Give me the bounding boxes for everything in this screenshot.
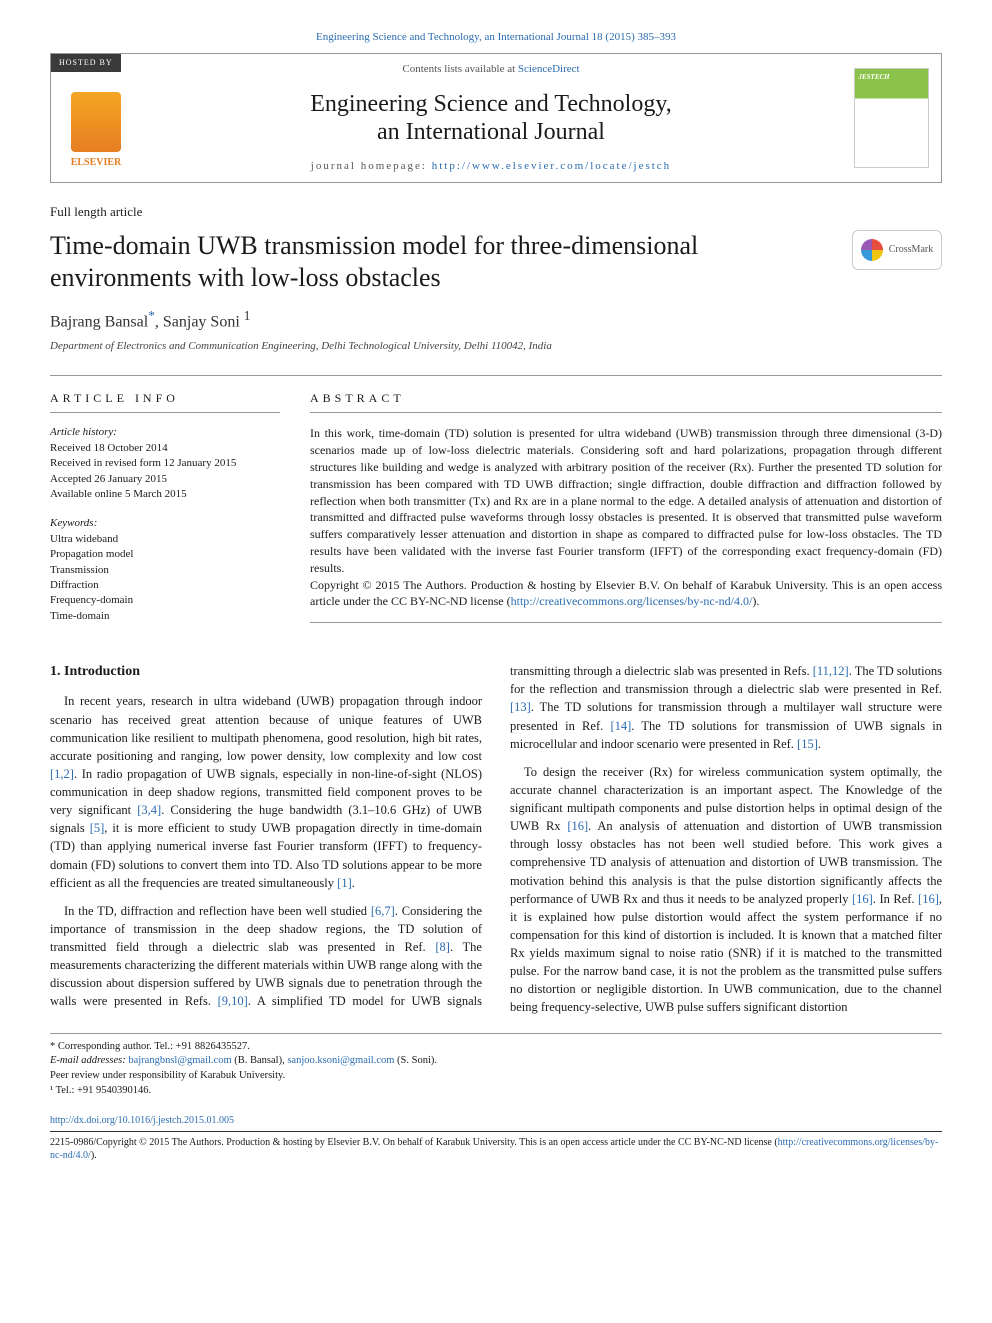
corresponding-author: * Corresponding author. Tel.: +91 882643… xyxy=(50,1040,942,1055)
history-received: Received 18 October 2014 xyxy=(50,441,280,456)
ref-link[interactable]: [13] xyxy=(510,700,531,714)
keywords-label: Keywords: xyxy=(50,516,280,531)
author-1: Bajrang Bansal xyxy=(50,313,148,330)
ref-link[interactable]: [16] xyxy=(852,892,873,906)
issn-text: 2215-0986/Copyright © 2015 The Authors. … xyxy=(50,1137,778,1148)
email-addresses: E-mail addresses: bajrangbnsl@gmail.com … xyxy=(50,1054,942,1069)
ref-link[interactable]: [11,12] xyxy=(813,664,849,678)
abstract-heading: ABSTRACT xyxy=(310,390,942,414)
issn-close: ). xyxy=(91,1150,97,1161)
keyword-item: Ultra wideband xyxy=(50,532,280,547)
body-text: . xyxy=(352,876,355,890)
affiliation: Department of Electronics and Communicat… xyxy=(50,339,942,354)
body-para: In recent years, research in ultra wideb… xyxy=(50,692,482,891)
issn-copyright-line: 2215-0986/Copyright © 2015 The Authors. … xyxy=(50,1136,942,1162)
email-link[interactable]: sanjoo.ksoni@gmail.com xyxy=(287,1055,394,1066)
body-para: To design the receiver (Rx) for wireless… xyxy=(510,763,942,1017)
footer-rule xyxy=(50,1131,942,1132)
footnotes: * Corresponding author. Tel.: +91 882643… xyxy=(50,1033,942,1099)
publisher-logo-block: HOSTED BY ELSEVIER xyxy=(51,54,141,182)
crossmark-icon xyxy=(861,239,883,261)
email-link[interactable]: bajrangbnsl@gmail.com xyxy=(128,1055,231,1066)
contents-prefix: Contents lists available at xyxy=(402,63,517,75)
body-text: , it is explained how pulse distortion w… xyxy=(510,892,942,1015)
journal-title-line2: an International Journal xyxy=(377,119,605,145)
contents-available-line: Contents lists available at ScienceDirec… xyxy=(151,62,831,77)
author-2: Sanjay Soni xyxy=(163,313,244,330)
author-2-mark: 1 xyxy=(244,308,251,323)
ref-link[interactable]: [3,4] xyxy=(137,803,161,817)
article-history: Article history: Received 18 October 201… xyxy=(50,425,280,502)
journal-citation-link[interactable]: Engineering Science and Technology, an I… xyxy=(50,30,942,45)
ref-link[interactable]: [8] xyxy=(435,940,450,954)
journal-title: Engineering Science and Technology, an I… xyxy=(151,90,831,148)
body-text: . xyxy=(818,737,821,751)
email-label: E-mail addresses: xyxy=(50,1055,128,1066)
author-1-corr-mark: * xyxy=(148,308,155,323)
ref-link[interactable]: [16] xyxy=(567,819,588,833)
license-link[interactable]: http://creativecommons.org/licenses/by-n… xyxy=(511,594,753,608)
body-text: , it is more efficient to study UWB prop… xyxy=(50,821,482,889)
journal-title-line1: Engineering Science and Technology, xyxy=(310,91,672,117)
hosted-by-badge: HOSTED BY xyxy=(51,54,121,71)
article-info-heading: ARTICLE INFO xyxy=(50,390,280,414)
doi-link[interactable]: http://dx.doi.org/10.1016/j.jestch.2015.… xyxy=(50,1115,234,1126)
peer-review-note: Peer review under responsibility of Kara… xyxy=(50,1069,942,1084)
keyword-item: Frequency-domain xyxy=(50,593,280,608)
keyword-item: Diffraction xyxy=(50,578,280,593)
history-online: Available online 5 March 2015 xyxy=(50,487,280,502)
history-revised: Received in revised form 12 January 2015 xyxy=(50,456,280,471)
ref-link[interactable]: [6,7] xyxy=(371,904,395,918)
body-text: In the TD, diffraction and reflection ha… xyxy=(64,904,371,918)
article-title: Time-domain UWB transmission model for t… xyxy=(50,230,832,295)
abstract-body: In this work, time-domain (TD) solution … xyxy=(310,426,942,574)
history-accepted: Accepted 26 January 2015 xyxy=(50,472,280,487)
cover-thumbnail-block xyxy=(841,54,941,182)
keywords-block: Keywords: Ultra wideband Propagation mod… xyxy=(50,516,280,624)
author-tel: ¹ Tel.: +91 9540390146. xyxy=(50,1084,942,1099)
abstract-copyright-close: ). xyxy=(752,594,759,608)
abstract-column: ABSTRACT In this work, time-domain (TD) … xyxy=(310,390,942,638)
ref-link[interactable]: [9,10] xyxy=(218,994,248,1008)
body-text: . In Ref. xyxy=(873,892,918,906)
authors-line: Bajrang Bansal*, Sanjay Soni 1 xyxy=(50,307,942,334)
homepage-prefix: journal homepage: xyxy=(311,160,432,172)
email-who: (B. Bansal), xyxy=(232,1055,288,1066)
keyword-item: Propagation model xyxy=(50,547,280,562)
article-body: 1. Introduction In recent years, researc… xyxy=(50,662,942,1018)
ref-link[interactable]: [16] xyxy=(918,892,939,906)
journal-header: HOSTED BY ELSEVIER Contents lists availa… xyxy=(50,53,942,183)
ref-link[interactable]: [5] xyxy=(90,821,105,835)
publisher-label: ELSEVIER xyxy=(71,156,122,170)
elsevier-tree-icon xyxy=(71,92,121,152)
article-info-column: ARTICLE INFO Article history: Received 1… xyxy=(50,390,280,638)
crossmark-label: CrossMark xyxy=(889,243,933,257)
crossmark-button[interactable]: CrossMark xyxy=(852,230,942,270)
article-type: Full length article xyxy=(50,203,942,221)
abstract-text: In this work, time-domain (TD) solution … xyxy=(310,425,942,623)
keyword-item: Transmission xyxy=(50,563,280,578)
journal-cover-thumbnail xyxy=(854,68,929,168)
intro-heading: 1. Introduction xyxy=(50,662,482,682)
page-footer: http://dx.doi.org/10.1016/j.jestch.2015.… xyxy=(50,1114,942,1162)
homepage-link[interactable]: http://www.elsevier.com/locate/jestch xyxy=(432,160,671,172)
ref-link[interactable]: [1,2] xyxy=(50,767,74,781)
ref-link[interactable]: [14] xyxy=(610,719,631,733)
body-text: In recent years, research in ultra wideb… xyxy=(50,694,482,762)
keyword-item: Time-domain xyxy=(50,609,280,624)
author-sep: , xyxy=(155,313,163,330)
history-label: Article history: xyxy=(50,425,280,440)
email-who: (S. Soni). xyxy=(394,1055,437,1066)
header-center: Contents lists available at ScienceDirec… xyxy=(141,54,841,182)
ref-link[interactable]: [1] xyxy=(337,876,352,890)
journal-homepage-line: journal homepage: http://www.elsevier.co… xyxy=(151,159,831,174)
sciencedirect-link[interactable]: ScienceDirect xyxy=(518,63,580,75)
ref-link[interactable]: [15] xyxy=(797,737,818,751)
